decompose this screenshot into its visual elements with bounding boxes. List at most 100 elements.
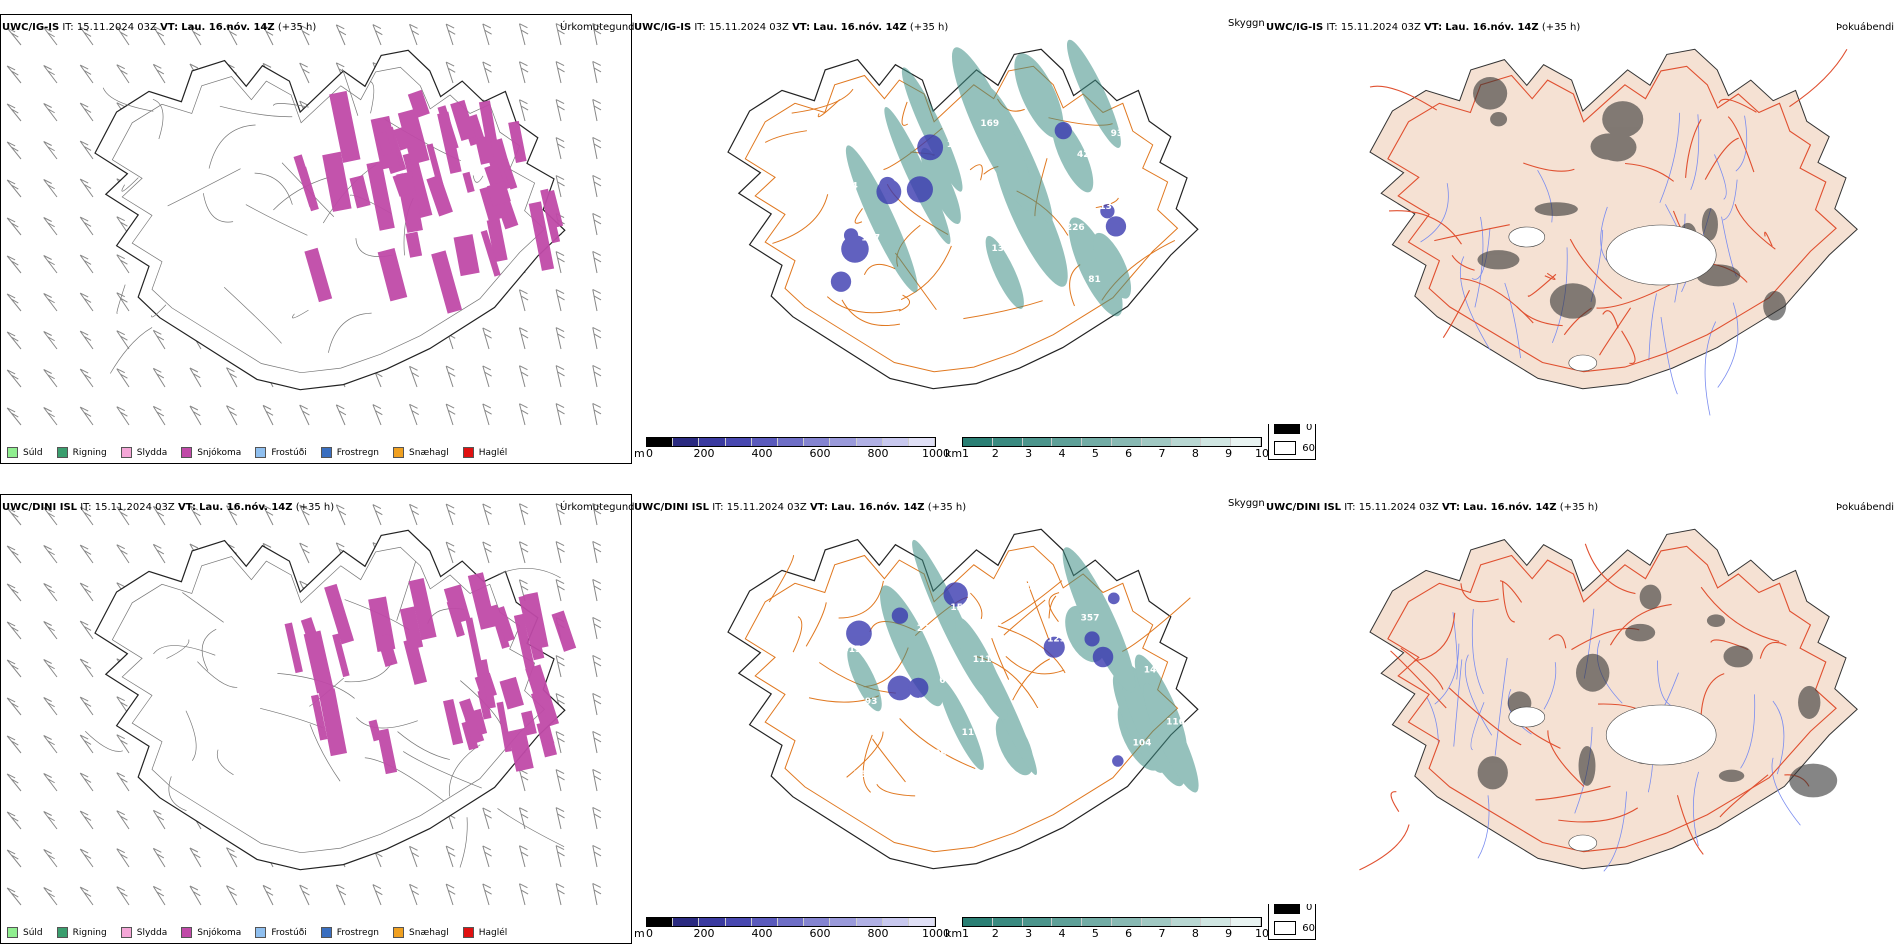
wind-barb <box>445 23 456 46</box>
river-line <box>1494 657 1508 756</box>
scale-tick-label: 1 <box>962 927 969 940</box>
ring-road <box>111 546 546 854</box>
low-visibility-area <box>1062 547 1136 693</box>
precip-legend-label: Súld <box>23 927 43 938</box>
ring-road <box>744 545 1179 853</box>
cloud-base-label: 81 <box>1088 275 1101 285</box>
road-line <box>245 204 308 236</box>
low-visibility-area <box>847 647 882 712</box>
wind-barb <box>555 365 565 388</box>
run-header-bottom-precip: UWC/DINI ISL IT: 15.11.2024 03Z VT: Lau.… <box>2 502 335 513</box>
snow-area <box>494 606 515 643</box>
precip-swatch <box>7 927 18 938</box>
cloud-base-label: 109 <box>884 286 903 296</box>
road-line <box>1548 634 1567 649</box>
road-line <box>970 592 983 620</box>
road-line <box>1602 310 1619 329</box>
road-line <box>102 87 154 112</box>
wind-barb <box>518 327 529 350</box>
road-line <box>185 710 197 761</box>
scale-cell <box>1171 438 1202 446</box>
scale-cell <box>1082 438 1112 446</box>
precip-legend-label: Frostúði <box>271 927 307 938</box>
wind-barb <box>592 844 602 868</box>
road-line <box>1442 289 1470 339</box>
cloud-base-label: 425 <box>1077 150 1096 160</box>
road-line <box>1719 774 1769 818</box>
wind-barb <box>555 731 565 754</box>
wind-barb <box>555 503 565 526</box>
wind-barb <box>43 545 58 564</box>
low-visibility-area <box>901 67 963 192</box>
wind-barb <box>189 885 202 906</box>
glacier <box>1605 704 1717 766</box>
river-line <box>1471 608 1484 695</box>
snow-area <box>405 231 423 258</box>
precip-legend-item: Rigning <box>56 927 107 938</box>
low-cloud-base-area <box>908 677 929 698</box>
wind-barb <box>226 847 238 868</box>
river-line <box>1470 702 1485 751</box>
scale-cell <box>804 438 831 446</box>
wind-barb <box>6 849 22 868</box>
snow-area <box>377 131 393 156</box>
cloud-base-scale-top: 0 200 400 600 800 1000 <box>646 437 950 460</box>
fog-area <box>1490 111 1508 127</box>
wind-barb <box>555 99 565 122</box>
cloud-base-label: 226 <box>958 265 977 275</box>
fog-area <box>1598 133 1637 162</box>
wind-barb <box>152 885 166 906</box>
wind-barb <box>262 24 274 46</box>
precip-legend-item: Súld <box>7 927 43 938</box>
precip-swatch <box>255 927 267 938</box>
road-line <box>1523 162 1575 172</box>
wind-barb <box>6 583 22 602</box>
precip-legend-label: Slydda <box>136 927 168 938</box>
wind-barb <box>555 251 565 274</box>
wind-barb <box>79 64 94 84</box>
precip-swatch <box>393 927 405 938</box>
wind-barb <box>482 883 492 906</box>
cloud-base-label: 169 <box>980 119 999 129</box>
wind-barb <box>43 141 58 160</box>
road-line <box>772 194 829 244</box>
wind-barb <box>518 365 529 388</box>
wind-barb <box>79 102 94 122</box>
cloud-base-label: 357 <box>1081 613 1100 623</box>
precip-legend-item: Haglél <box>462 927 507 938</box>
scale-cell <box>992 918 1023 926</box>
fog-label: 0 <box>1306 421 1313 433</box>
road-line <box>397 731 450 760</box>
wind-barb <box>445 541 456 564</box>
wind-barb <box>79 292 94 312</box>
road-line <box>403 751 482 789</box>
wind-barb <box>79 330 94 350</box>
snow-area <box>310 694 328 741</box>
snow-area <box>477 689 492 720</box>
wind-barb <box>372 24 383 46</box>
road-line <box>168 776 187 812</box>
precip-swatch <box>181 447 193 458</box>
road-line <box>342 68 359 116</box>
road-line <box>872 738 906 783</box>
wind-barb <box>6 697 22 716</box>
river-line <box>1659 112 1681 203</box>
wind-barb <box>79 544 94 564</box>
snow-area <box>431 250 463 314</box>
precip-map-top <box>6 22 602 426</box>
ring-road <box>1387 65 1837 373</box>
visibility-cells <box>962 437 1262 447</box>
precip-legend-label: Slydda <box>136 447 168 458</box>
cloud-base-label: 146 <box>1069 686 1088 696</box>
wind-barb <box>43 773 58 792</box>
snow-area <box>453 234 480 277</box>
wind-barb <box>6 735 22 754</box>
wind-barb <box>555 137 565 160</box>
wind-barb <box>79 696 94 716</box>
panel-title-fog-bottom: Þokuábendi <box>1836 502 1895 513</box>
scale-cell <box>1141 438 1172 446</box>
wind-barb <box>299 884 310 906</box>
precip-legend-label: Haglél <box>478 447 508 458</box>
low-cloud-base-area <box>906 176 933 203</box>
road-line <box>1460 277 1534 324</box>
